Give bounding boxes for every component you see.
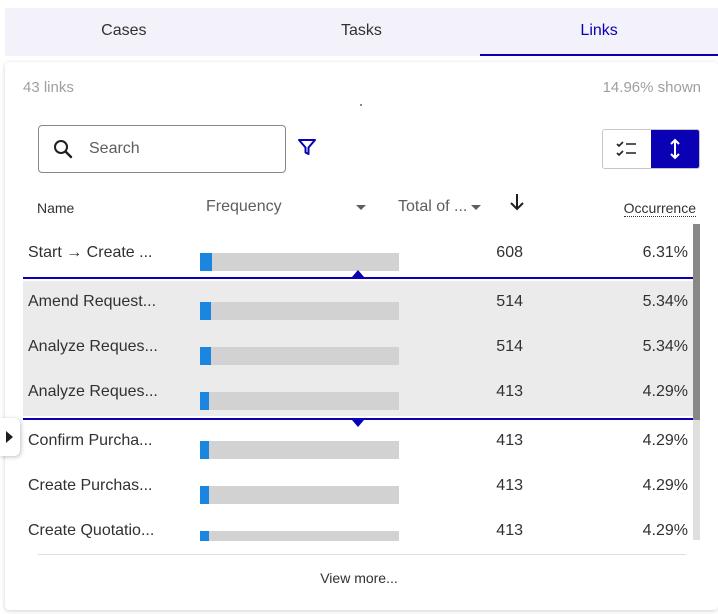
table-row[interactable]: Start → Create ... 608 6.31%: [23, 232, 693, 277]
search-icon: [54, 140, 73, 159]
column-header-total[interactable]: Total of ...: [398, 198, 468, 215]
frequency-bar-fill: [200, 347, 211, 365]
links-count: 43 links: [23, 79, 74, 96]
row-occurrence: 4.29%: [642, 383, 688, 400]
list-view-button[interactable]: [603, 130, 651, 168]
frequency-bar-fill: [200, 486, 209, 504]
table-row[interactable]: Analyze Reques... 413 4.29%: [23, 371, 693, 416]
tab-tasks[interactable]: Tasks: [341, 22, 382, 39]
table-row[interactable]: Amend Request... 514 5.34%: [23, 281, 693, 326]
arrow-down-icon[interactable]: [508, 192, 526, 212]
row-total: 413: [496, 477, 523, 494]
tab-bar: Cases Tasks Links: [5, 8, 718, 56]
search-input[interactable]: [89, 136, 269, 162]
row-occurrence: 4.29%: [642, 432, 688, 449]
loading-dot: [360, 104, 362, 106]
view-more-link[interactable]: View more...: [320, 570, 398, 586]
frequency-bar: [200, 347, 399, 365]
row-occurrence: 4.29%: [642, 522, 688, 539]
tab-links[interactable]: Links: [480, 8, 718, 56]
table-row[interactable]: Analyze Reques... 514 5.34%: [23, 326, 693, 371]
vertical-arrows-icon: [670, 138, 680, 160]
view-toggle: [602, 129, 700, 169]
shown-percentage: 14.96% shown: [602, 79, 701, 96]
column-header-name[interactable]: Name: [37, 200, 75, 216]
row-total: 608: [496, 244, 523, 261]
frequency-bar: [200, 486, 399, 504]
row-name: Analyze Reques...: [28, 383, 158, 400]
column-header-occurrence[interactable]: Occurrence: [623, 200, 696, 217]
caret-right-icon: [5, 431, 13, 443]
links-list: Start → Create ... 608 6.31% Amend Reque…: [23, 225, 693, 541]
checklist-icon: [616, 141, 636, 157]
table-row[interactable]: Create Quotatio... 413 4.29%: [23, 510, 693, 541]
row-total: 413: [496, 383, 523, 400]
frequency-bar: [200, 302, 399, 320]
scrollbar-thumb[interactable]: [693, 224, 700, 420]
row-name: Create Purchas...: [28, 477, 153, 494]
frequency-bar: [200, 531, 399, 541]
frequency-bar: [200, 392, 399, 410]
row-name: Analyze Reques...: [28, 338, 158, 355]
expand-panel-button[interactable]: [0, 418, 20, 456]
row-total: 413: [496, 432, 523, 449]
frequency-bar-fill: [200, 302, 211, 320]
selection-end-line: [23, 418, 693, 420]
filter-icon[interactable]: [297, 137, 317, 157]
table-row[interactable]: Confirm Purcha... 413 4.29%: [23, 420, 693, 465]
row-total: 413: [496, 522, 523, 539]
frequency-bar-fill: [200, 392, 209, 410]
search-box: [38, 125, 286, 173]
total-dropdown-icon[interactable]: [471, 205, 481, 210]
row-total: 514: [496, 338, 523, 355]
row-occurrence: 4.29%: [642, 477, 688, 494]
frequency-bar: [200, 441, 399, 459]
selection-end-handle[interactable]: [352, 420, 364, 427]
frequency-bar-fill: [200, 531, 209, 541]
selection-start-line: [23, 277, 693, 279]
row-occurrence: 6.31%: [642, 244, 688, 261]
row-occurrence: 5.34%: [642, 293, 688, 310]
tab-cases[interactable]: Cases: [101, 22, 147, 39]
column-header-frequency[interactable]: Frequency: [206, 198, 282, 215]
row-name: Amend Request...: [28, 293, 157, 310]
selection-start-handle[interactable]: [352, 270, 364, 277]
row-name: Confirm Purcha...: [28, 432, 153, 449]
frequency-bar-fill: [200, 441, 209, 459]
sort-view-button[interactable]: [651, 130, 699, 168]
row-occurrence: 5.34%: [642, 338, 688, 355]
table-row[interactable]: Create Purchas... 413 4.29%: [23, 465, 693, 510]
row-total: 514: [496, 293, 523, 310]
frequency-bar: [200, 253, 399, 271]
frequency-bar-fill: [200, 253, 212, 271]
row-name: Start → Create ...: [28, 244, 153, 261]
divider: [38, 554, 686, 555]
frequency-dropdown-icon[interactable]: [356, 205, 366, 210]
row-name: Create Quotatio...: [28, 522, 155, 539]
